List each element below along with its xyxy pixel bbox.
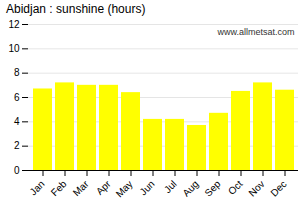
svg-text:12: 12 — [8, 19, 20, 30]
svg-text:Feb: Feb — [49, 178, 69, 198]
html-text:Abidjan : sunshine (hours): Abidjan : sunshine (hours) — [6, 2, 146, 16]
svg-text:www.allmetsat.com: www.allmetsat.com — [216, 27, 294, 37]
svg-text:Jun: Jun — [137, 178, 156, 197]
svg-text:Aug: Aug — [180, 178, 200, 198]
svg-text:Oct: Oct — [226, 178, 245, 197]
svg-text:10: 10 — [8, 43, 20, 54]
svg-text:8: 8 — [14, 67, 20, 78]
svg-text:Mar: Mar — [71, 178, 91, 198]
svg-text:Sep: Sep — [202, 178, 223, 198]
svg-text:Jan: Jan — [27, 178, 46, 197]
svg-text:Nov: Nov — [246, 178, 266, 198]
svg-text:May: May — [114, 178, 135, 198]
svg-text:6: 6 — [14, 92, 20, 103]
svg-text:Dec: Dec — [268, 178, 288, 198]
svg-text:Apr: Apr — [94, 178, 113, 197]
svg-text:2: 2 — [14, 140, 20, 151]
svg-text:Jul: Jul — [162, 178, 179, 195]
svg-text:4: 4 — [14, 116, 20, 127]
svg-text:0: 0 — [14, 165, 20, 176]
